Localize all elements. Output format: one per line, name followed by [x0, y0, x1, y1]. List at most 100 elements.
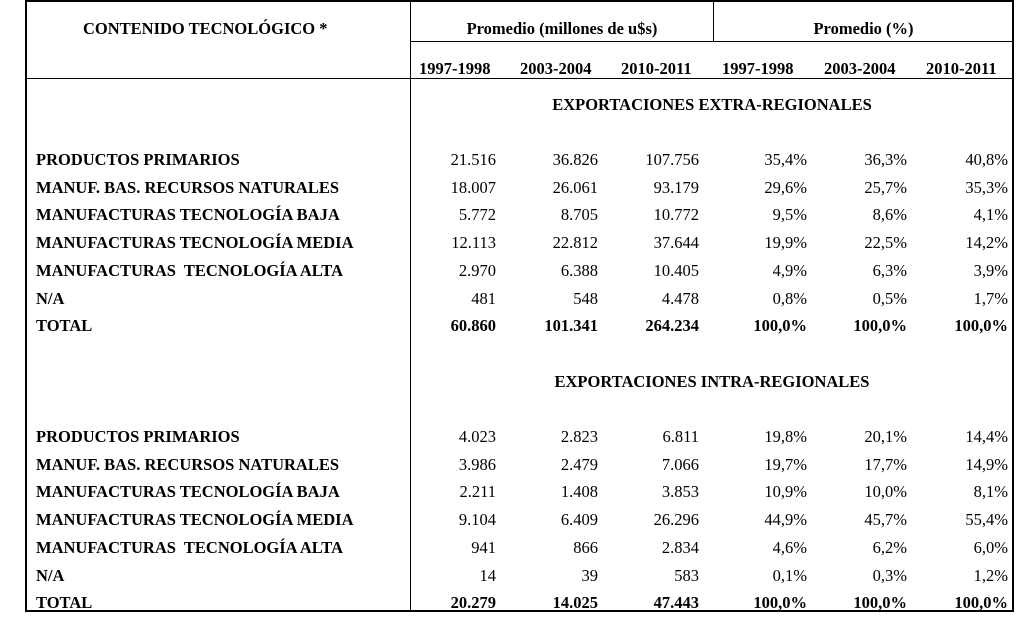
table-cell: 26.296 [653, 510, 699, 530]
table-cell: 2.479 [560, 454, 598, 474]
header-bottom-divider [27, 78, 1012, 79]
section-title: EXPORTACIONES EXTRA-REGIONALES [552, 95, 872, 114]
table-cell: 100,0% [753, 593, 807, 613]
table-cell: 6,2% [872, 537, 907, 557]
table-cell: 8,6% [872, 205, 907, 225]
table-cell: 10,9% [764, 482, 807, 502]
table-cell: 93.179 [653, 177, 699, 197]
table-cell: 8,1% [973, 482, 1008, 502]
table-cell: 2.970 [458, 260, 496, 280]
table-cell: 14 [479, 565, 497, 585]
table-cell: 25,7% [864, 177, 907, 197]
table-cell: 4.478 [661, 288, 699, 308]
table-cell: 40,8% [965, 150, 1008, 169]
table-cell: 19,8% [764, 427, 807, 446]
table-cell: 36,3% [864, 150, 907, 169]
table-cell: 6.388 [560, 260, 598, 280]
table-cell: 548 [573, 288, 598, 308]
row-label: N/A [36, 565, 65, 585]
table-cell: 3.986 [458, 454, 496, 474]
table-cell: 100,0% [753, 316, 807, 336]
table-cell: 19,9% [764, 233, 807, 253]
table-cell: 35,4% [764, 150, 807, 169]
table-cell: 100,0% [954, 593, 1008, 613]
table-cell: 8.705 [560, 205, 598, 225]
row-label: PRODUCTOS PRIMARIOS [36, 150, 240, 169]
table-cell: 5.772 [458, 205, 496, 225]
table-cell: 22.812 [552, 233, 598, 253]
table-cell: 4.023 [458, 427, 496, 446]
table-cell: 1,7% [973, 288, 1008, 308]
table-cell: 1,2% [973, 565, 1008, 585]
group-header-percent: Promedio (%) [813, 19, 914, 38]
table-cell: 107.756 [645, 150, 699, 169]
row-label: MANUF. BAS. RECURSOS NATURALES [36, 177, 340, 197]
table-cell: 12.113 [451, 233, 496, 253]
table-cell: 55,4% [965, 510, 1008, 530]
table-cell: 9,5% [772, 205, 807, 225]
row-label: MANUFACTURAS TECNOLOGÍA BAJA [36, 482, 340, 502]
row-label: N/A [36, 288, 65, 308]
table-cell: 10.772 [653, 205, 699, 225]
table-cell: 941 [471, 537, 496, 557]
year-header-1: 1997-1998 [419, 59, 491, 78]
table-cell: 6.811 [662, 427, 699, 446]
table-cell: 29,6% [764, 177, 807, 197]
table-cell: 7.066 [661, 454, 699, 474]
table-cell: 45,7% [864, 510, 907, 530]
table-cell: 2.834 [661, 537, 699, 557]
table-cell: 6,3% [872, 260, 907, 280]
table-cell: 2.823 [560, 427, 598, 446]
row-label: MANUFACTURAS TECNOLOGÍA ALTA [36, 537, 343, 557]
group-divider [713, 2, 714, 42]
table-cell: 21.516 [450, 150, 496, 169]
table-cell: 39 [581, 565, 599, 585]
table-cell: 2.211 [459, 482, 496, 502]
row-label: PRODUCTOS PRIMARIOS [36, 427, 240, 446]
row-label: MANUFACTURAS TECNOLOGÍA MEDIA [36, 510, 354, 530]
table-cell: 4,6% [772, 537, 807, 557]
table-cell: 14,2% [965, 233, 1008, 253]
year-header-6: 2010-2011 [926, 59, 997, 78]
table-cell: 44,9% [764, 510, 807, 530]
table-cell: 20.279 [450, 593, 496, 613]
row-label: MANUFACTURAS TECNOLOGÍA MEDIA [36, 233, 354, 253]
table-cell: 36.826 [552, 150, 598, 169]
header-group-divider [410, 41, 1012, 42]
table-cell: 100,0% [853, 316, 907, 336]
table-cell: 6,0% [973, 537, 1008, 557]
table-cell: 22,5% [864, 233, 907, 253]
table-cell: 3,9% [973, 260, 1008, 280]
table-cell: 14.025 [552, 593, 598, 613]
table-cell: 20,1% [864, 427, 907, 446]
column-label-header: CONTENIDO TECNOLÓGICO * [83, 19, 328, 38]
table-cell: 37.644 [653, 233, 699, 253]
row-label: TOTAL [36, 316, 93, 336]
table-cell: 100,0% [853, 593, 907, 613]
table-cell: 0,5% [872, 288, 907, 308]
row-label: MANUFACTURAS TECNOLOGÍA ALTA [36, 260, 343, 280]
table-cell: 14,9% [965, 454, 1008, 474]
row-label: MANUF. BAS. RECURSOS NATURALES [36, 454, 340, 474]
row-label: MANUFACTURAS TECNOLOGÍA BAJA [36, 205, 340, 225]
table-cell: 0,3% [872, 565, 907, 585]
table-cell: 481 [471, 288, 496, 308]
table-cell: 100,0% [954, 316, 1008, 336]
year-header-2: 2003-2004 [520, 59, 592, 78]
year-header-4: 1997-1998 [722, 59, 794, 78]
group-header-millions: Promedio (millones de u$s) [466, 19, 658, 38]
table-cell: 19,7% [764, 454, 807, 474]
table-cell: 17,7% [864, 454, 907, 474]
table-cell: 4,1% [973, 205, 1008, 225]
table-cell: 866 [573, 537, 598, 557]
table-cell: 1.408 [560, 482, 598, 502]
table-cell: 14,4% [965, 427, 1008, 446]
table-cell: 264.234 [645, 316, 699, 336]
table-cell: 9.104 [458, 510, 496, 530]
table-cell: 47.443 [653, 593, 699, 613]
table-cell: 26.061 [552, 177, 598, 197]
year-header-5: 2003-2004 [824, 59, 896, 78]
table-cell: 101.341 [544, 316, 598, 336]
table-cell: 60.860 [450, 316, 496, 336]
data-table: CONTENIDO TECNOLÓGICO * Promedio (millon… [25, 0, 1014, 612]
